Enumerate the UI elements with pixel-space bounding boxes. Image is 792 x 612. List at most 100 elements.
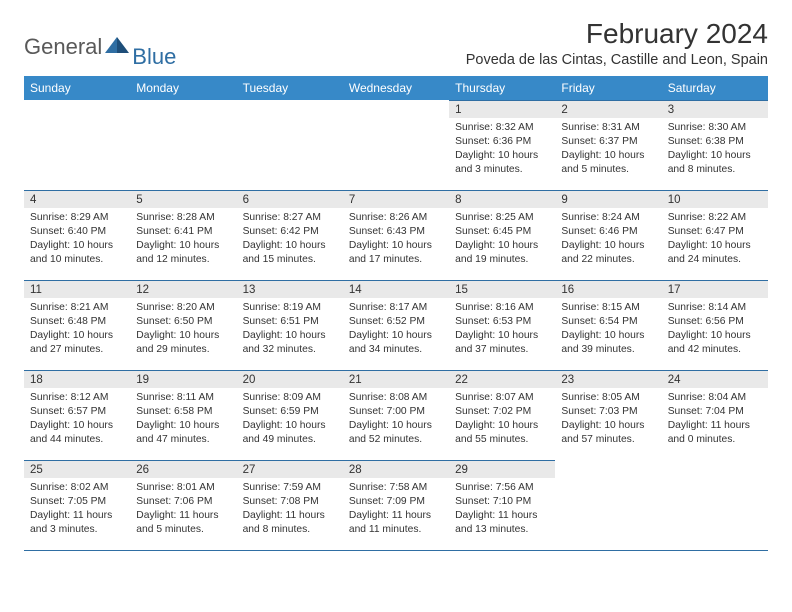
day-number: 24 [662,371,768,388]
daylight-line: Daylight: 10 hours and 52 minutes. [349,419,443,447]
day-details: Sunrise: 8:26 AMSunset: 6:43 PMDaylight:… [343,208,449,273]
sunset-line: Sunset: 6:45 PM [455,225,549,239]
daylight-line: Daylight: 10 hours and 55 minutes. [455,419,549,447]
day-number: 10 [662,191,768,208]
daylight-line: Daylight: 11 hours and 11 minutes. [349,509,443,537]
bottom-rule [24,550,768,551]
sunset-line: Sunset: 6:48 PM [30,315,124,329]
sunrise-line: Sunrise: 8:02 AM [30,481,124,495]
calendar-cell: 14Sunrise: 8:17 AMSunset: 6:52 PMDayligh… [343,280,449,370]
day-details: Sunrise: 8:08 AMSunset: 7:00 PMDaylight:… [343,388,449,453]
sunset-line: Sunset: 6:38 PM [668,135,762,149]
weekday-header: Monday [130,76,236,100]
calendar-cell [662,460,768,550]
sunrise-line: Sunrise: 8:12 AM [30,391,124,405]
calendar-cell [237,100,343,190]
weekday-header: Sunday [24,76,130,100]
day-number: 11 [24,281,130,298]
day-details: Sunrise: 7:59 AMSunset: 7:08 PMDaylight:… [237,478,343,543]
calendar-cell [555,460,661,550]
day-details: Sunrise: 8:02 AMSunset: 7:05 PMDaylight:… [24,478,130,543]
calendar-week-row: 1Sunrise: 8:32 AMSunset: 6:36 PMDaylight… [24,100,768,190]
calendar-cell: 4Sunrise: 8:29 AMSunset: 6:40 PMDaylight… [24,190,130,280]
sunrise-line: Sunrise: 8:16 AM [455,301,549,315]
day-details: Sunrise: 7:56 AMSunset: 7:10 PMDaylight:… [449,478,555,543]
sunrise-line: Sunrise: 8:31 AM [561,121,655,135]
day-number: 14 [343,281,449,298]
day-details: Sunrise: 8:21 AMSunset: 6:48 PMDaylight:… [24,298,130,363]
calendar-cell [24,100,130,190]
day-number: 19 [130,371,236,388]
daylight-line: Daylight: 10 hours and 27 minutes. [30,329,124,357]
daylight-line: Daylight: 10 hours and 12 minutes. [136,239,230,267]
day-number: 6 [237,191,343,208]
daylight-line: Daylight: 10 hours and 22 minutes. [561,239,655,267]
calendar-cell: 22Sunrise: 8:07 AMSunset: 7:02 PMDayligh… [449,370,555,460]
logo-text-blue: Blue [132,44,176,70]
sunset-line: Sunset: 6:36 PM [455,135,549,149]
calendar-cell: 16Sunrise: 8:15 AMSunset: 6:54 PMDayligh… [555,280,661,370]
sunset-line: Sunset: 6:43 PM [349,225,443,239]
day-details: Sunrise: 8:31 AMSunset: 6:37 PMDaylight:… [555,118,661,183]
daylight-line: Daylight: 10 hours and 44 minutes. [30,419,124,447]
calendar-cell: 25Sunrise: 8:02 AMSunset: 7:05 PMDayligh… [24,460,130,550]
sunset-line: Sunset: 6:50 PM [136,315,230,329]
month-title: February 2024 [466,18,768,50]
calendar-cell: 24Sunrise: 8:04 AMSunset: 7:04 PMDayligh… [662,370,768,460]
calendar-cell: 18Sunrise: 8:12 AMSunset: 6:57 PMDayligh… [24,370,130,460]
day-details: Sunrise: 8:20 AMSunset: 6:50 PMDaylight:… [130,298,236,363]
day-details: Sunrise: 8:25 AMSunset: 6:45 PMDaylight:… [449,208,555,273]
sunrise-line: Sunrise: 8:24 AM [561,211,655,225]
daylight-line: Daylight: 10 hours and 15 minutes. [243,239,337,267]
day-details: Sunrise: 8:14 AMSunset: 6:56 PMDaylight:… [662,298,768,363]
day-number: 4 [24,191,130,208]
sunset-line: Sunset: 7:08 PM [243,495,337,509]
day-details: Sunrise: 8:24 AMSunset: 6:46 PMDaylight:… [555,208,661,273]
calendar-cell: 23Sunrise: 8:05 AMSunset: 7:03 PMDayligh… [555,370,661,460]
day-number: 16 [555,281,661,298]
day-details: Sunrise: 8:01 AMSunset: 7:06 PMDaylight:… [130,478,236,543]
calendar-cell: 5Sunrise: 8:28 AMSunset: 6:41 PMDaylight… [130,190,236,280]
day-details: Sunrise: 8:29 AMSunset: 6:40 PMDaylight:… [24,208,130,273]
daylight-line: Daylight: 11 hours and 13 minutes. [455,509,549,537]
day-details: Sunrise: 8:15 AMSunset: 6:54 PMDaylight:… [555,298,661,363]
calendar-cell: 9Sunrise: 8:24 AMSunset: 6:46 PMDaylight… [555,190,661,280]
sunset-line: Sunset: 7:09 PM [349,495,443,509]
calendar-cell: 1Sunrise: 8:32 AMSunset: 6:36 PMDaylight… [449,100,555,190]
sunrise-line: Sunrise: 8:20 AM [136,301,230,315]
sunset-line: Sunset: 6:59 PM [243,405,337,419]
daylight-line: Daylight: 10 hours and 39 minutes. [561,329,655,357]
daylight-line: Daylight: 11 hours and 5 minutes. [136,509,230,537]
sunset-line: Sunset: 6:58 PM [136,405,230,419]
day-details: Sunrise: 8:12 AMSunset: 6:57 PMDaylight:… [24,388,130,453]
weekday-header: Tuesday [237,76,343,100]
daylight-line: Daylight: 10 hours and 17 minutes. [349,239,443,267]
daylight-line: Daylight: 11 hours and 3 minutes. [30,509,124,537]
location-subtitle: Poveda de las Cintas, Castille and Leon,… [466,52,768,68]
sunrise-line: Sunrise: 8:25 AM [455,211,549,225]
daylight-line: Daylight: 10 hours and 57 minutes. [561,419,655,447]
sunset-line: Sunset: 6:41 PM [136,225,230,239]
weekday-header: Saturday [662,76,768,100]
calendar-cell: 3Sunrise: 8:30 AMSunset: 6:38 PMDaylight… [662,100,768,190]
sunrise-line: Sunrise: 8:32 AM [455,121,549,135]
sunset-line: Sunset: 6:56 PM [668,315,762,329]
calendar-cell: 21Sunrise: 8:08 AMSunset: 7:00 PMDayligh… [343,370,449,460]
calendar-cell: 17Sunrise: 8:14 AMSunset: 6:56 PMDayligh… [662,280,768,370]
day-number: 20 [237,371,343,388]
day-details: Sunrise: 7:58 AMSunset: 7:09 PMDaylight:… [343,478,449,543]
logo-text-general: General [24,34,102,60]
sunrise-line: Sunrise: 8:17 AM [349,301,443,315]
sunset-line: Sunset: 6:51 PM [243,315,337,329]
calendar-cell: 13Sunrise: 8:19 AMSunset: 6:51 PMDayligh… [237,280,343,370]
day-number: 7 [343,191,449,208]
day-number: 17 [662,281,768,298]
day-details: Sunrise: 8:16 AMSunset: 6:53 PMDaylight:… [449,298,555,363]
sunset-line: Sunset: 7:02 PM [455,405,549,419]
calendar-cell: 11Sunrise: 8:21 AMSunset: 6:48 PMDayligh… [24,280,130,370]
sunset-line: Sunset: 6:53 PM [455,315,549,329]
day-details: Sunrise: 8:27 AMSunset: 6:42 PMDaylight:… [237,208,343,273]
logo: General Blue [24,18,176,70]
sunset-line: Sunset: 7:03 PM [561,405,655,419]
day-details: Sunrise: 8:11 AMSunset: 6:58 PMDaylight:… [130,388,236,453]
